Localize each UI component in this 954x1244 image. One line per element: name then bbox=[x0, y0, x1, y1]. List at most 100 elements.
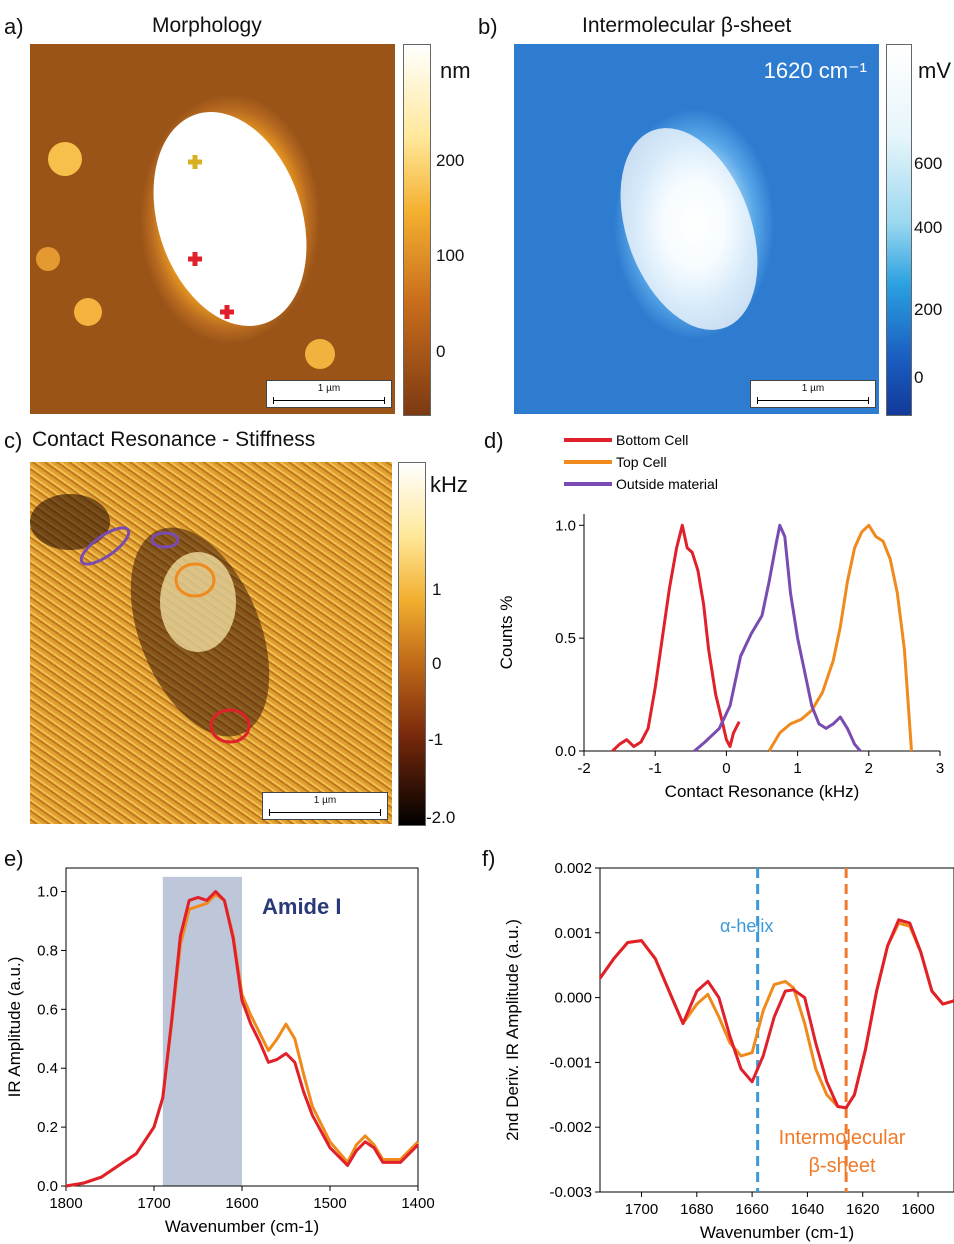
top-cell-roi bbox=[174, 562, 216, 598]
colorbar-b-tick: 400 bbox=[914, 218, 943, 237]
contact-resonance-histogram: -2 -1 0 1 2 3 0.0 0.5 1.0 Contact Resonance (kHz)… bbox=[497, 432, 944, 801]
second-derivative-chart: 1700 1680 1660 1640 1620 1600 -0.003 -0.002 -0.0… bbox=[503, 860, 954, 1242]
colorbar-c bbox=[398, 462, 426, 826]
beta-sheet-label: β-sheet bbox=[808, 1155, 876, 1177]
series-line bbox=[598, 918, 954, 1110]
bottom-cell-roi bbox=[209, 708, 251, 744]
x-tick-label: 0 bbox=[722, 760, 730, 777]
y-tick-label: -0.001 bbox=[549, 1054, 592, 1071]
cell-body bbox=[153, 112, 307, 326]
panel-a-title: Morphology bbox=[152, 14, 262, 37]
cell-signal bbox=[620, 128, 758, 330]
x-tick-label: 1600 bbox=[225, 1195, 258, 1212]
x-axis-title: Wavenumber (cm-1) bbox=[700, 1223, 854, 1242]
y-tick-label: 0.4 bbox=[37, 1060, 58, 1077]
panel-f-label: f) bbox=[482, 846, 496, 871]
top-cell-region bbox=[160, 552, 236, 652]
beta-sheet-image: 1620 cm⁻¹ 1 µm bbox=[514, 44, 879, 414]
y-tick-label: 0.000 bbox=[554, 990, 592, 1007]
x-tick-label: 3 bbox=[936, 760, 944, 777]
x-axis-title: Wavenumber (cm-1) bbox=[165, 1217, 319, 1236]
scalebar-a: 1 µm bbox=[266, 380, 392, 408]
outside-material-roi bbox=[150, 531, 180, 549]
y-axis-title: 2nd Deriv. IR Amplitude (a.u.) bbox=[503, 919, 522, 1141]
x-tick-label: 1680 bbox=[680, 1201, 713, 1218]
colorbar-c-tick: -2.0 bbox=[426, 808, 456, 827]
alpha-helix-label: α-helix bbox=[720, 916, 773, 936]
wavenumber-annotation: 1620 cm⁻¹ bbox=[763, 58, 867, 83]
x-tick-label: 1800 bbox=[49, 1195, 82, 1212]
x-tick-label: 2 bbox=[865, 760, 873, 777]
colorbar-b bbox=[886, 44, 912, 416]
colorbar-b-tick: 0 bbox=[914, 368, 924, 387]
particle bbox=[305, 339, 335, 369]
particle bbox=[48, 142, 82, 176]
x-tick-label: 1640 bbox=[791, 1201, 824, 1218]
series-line bbox=[693, 523, 862, 753]
legend-label: Outside material bbox=[616, 476, 718, 492]
plot-frame bbox=[599, 867, 954, 1193]
panel-e-label: e) bbox=[4, 846, 24, 871]
panel-c-label: c) bbox=[4, 428, 23, 453]
stiffness-overlay bbox=[30, 494, 270, 744]
x-tick-label: 1 bbox=[793, 760, 801, 777]
x-tick-label: 1660 bbox=[735, 1201, 768, 1218]
morphology-image: 1 µm bbox=[30, 44, 395, 414]
x-tick-label: 1620 bbox=[846, 1201, 879, 1218]
middle-marker bbox=[188, 252, 202, 266]
panel-a-label: a) bbox=[4, 14, 24, 39]
scalebar-c: 1 µm bbox=[262, 792, 388, 820]
x-axis-title: Contact Resonance (kHz) bbox=[665, 782, 860, 801]
colorbar-c-tick: -1 bbox=[428, 730, 444, 749]
colorbar-c-tick: 0 bbox=[432, 654, 442, 673]
x-tick-label: 1700 bbox=[625, 1201, 658, 1218]
x-tick-label: 1500 bbox=[313, 1195, 346, 1212]
colorbar-a-unit: nm bbox=[440, 58, 471, 83]
series-line bbox=[65, 890, 420, 1188]
amide-band bbox=[162, 876, 242, 1186]
morphology-overlay bbox=[36, 112, 335, 369]
x-tick-label: 1600 bbox=[901, 1201, 934, 1218]
y-tick-label: -0.002 bbox=[549, 1119, 592, 1136]
colorbar-c-unit: kHz bbox=[430, 472, 468, 497]
y-axis-title: Counts % bbox=[497, 596, 516, 670]
y-tick-label: 0.2 bbox=[37, 1119, 58, 1136]
legend-label: Top Cell bbox=[616, 454, 667, 470]
top-cell-marker bbox=[188, 155, 202, 169]
y-tick-label: 0.6 bbox=[37, 1001, 58, 1018]
y-tick-label: -0.003 bbox=[549, 1184, 592, 1201]
series-line bbox=[767, 523, 913, 752]
stiffness-image: 1 µm bbox=[30, 462, 392, 824]
y-tick-label: 0.001 bbox=[554, 925, 592, 942]
x-tick-label: -1 bbox=[649, 760, 662, 777]
x-tick-label: 1700 bbox=[137, 1195, 170, 1212]
particle bbox=[36, 247, 60, 271]
y-tick-label: 0.5 bbox=[555, 630, 576, 647]
y-tick-label: 1.0 bbox=[555, 517, 576, 534]
series-line bbox=[598, 921, 954, 1110]
colorbar-a-tick: 0 bbox=[436, 342, 446, 361]
amide-i-label: Amide I bbox=[262, 894, 341, 919]
bottom-cell-marker bbox=[220, 305, 234, 319]
series-line bbox=[611, 523, 741, 753]
colorbar-a bbox=[403, 44, 431, 416]
outside-region bbox=[30, 494, 110, 550]
beta-sheet-overlay bbox=[620, 128, 758, 330]
y-tick-label: 0.0 bbox=[555, 743, 576, 760]
y-tick-label: 0.0 bbox=[37, 1178, 58, 1195]
panel-c-title: Contact Resonance - Stiffness bbox=[32, 428, 316, 451]
x-tick-label: -2 bbox=[577, 760, 590, 777]
ir-spectrum-chart: 1800 1700 1600 1500 1400 0.0 0.2 0.4 0.6 0.8 1.0 Wa… bbox=[5, 867, 435, 1236]
x-tick-label: 1400 bbox=[401, 1195, 434, 1212]
y-tick-label: 0.8 bbox=[37, 942, 58, 959]
colorbar-a-tick: 200 bbox=[436, 151, 465, 170]
y-tick-label: 1.0 bbox=[37, 884, 58, 901]
colorbar-a-tick: 100 bbox=[436, 246, 465, 265]
particle bbox=[74, 298, 102, 326]
panel-b-label: b) bbox=[478, 14, 498, 39]
legend-label: Bottom Cell bbox=[616, 432, 688, 448]
beta-sheet-label: Intermolecular bbox=[779, 1127, 906, 1149]
colorbar-b-unit: mV bbox=[918, 58, 951, 83]
colorbar-b-tick: 600 bbox=[914, 154, 943, 173]
y-tick-label: 0.002 bbox=[554, 860, 592, 877]
